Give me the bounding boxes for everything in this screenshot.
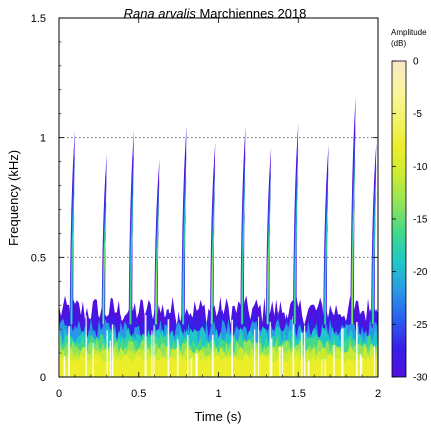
call-streak [350, 97, 356, 325]
chart-title-species: Rana arvalis [124, 6, 197, 21]
colorbar-unit: (dB) [391, 39, 406, 48]
call-streak [210, 142, 216, 325]
y-axis: 0 0.5 1 1.5 [31, 13, 378, 384]
call-streak [128, 130, 134, 325]
chart-title-location: Marchiennes 2018 [196, 6, 307, 21]
y-tick-label: 1 [40, 133, 46, 145]
x-axis: 0 0.5 1 1.5 2 [56, 18, 381, 400]
colorbar-tick-label: 0 [413, 57, 419, 68]
x-tick-label: 1 [215, 388, 221, 400]
y-tick-label: 1.5 [31, 13, 46, 25]
x-tick-label: 1.5 [291, 388, 306, 400]
x-tick-label: 0 [56, 388, 62, 400]
colorbar-tick-label: -25 [413, 320, 428, 331]
y-axis-label: Frequency (kHz) [6, 150, 21, 246]
chart-title: Rana arvalis Marchiennes 2018 [124, 6, 307, 21]
reference-lines [59, 137, 378, 258]
colorbar-label: Amplitude [391, 28, 427, 37]
call-streak [240, 125, 246, 325]
call-streak [101, 154, 107, 325]
y-tick-label: 0.5 [31, 252, 46, 264]
y-tick-label: 0 [40, 372, 46, 384]
colorbar-tick-label: -15 [413, 215, 428, 226]
call-streaks [69, 97, 377, 325]
call-streak [323, 144, 329, 325]
colorbar-tick-label: -20 [413, 267, 428, 278]
noise-band [59, 295, 378, 377]
colorbar-ticks: 0 -5 -10 -15 -20 -25 -30 [392, 57, 428, 384]
call-streak [371, 142, 377, 325]
call-streak [154, 159, 160, 325]
x-axis-label: Time (s) [194, 409, 241, 424]
colorbar-tick-label: -30 [413, 373, 428, 384]
call-streak [69, 130, 75, 325]
call-streak [293, 123, 299, 325]
x-tick-label: 2 [375, 388, 381, 400]
x-tick-label: 0.5 [131, 388, 146, 400]
noise-contour [59, 354, 378, 377]
colorbar-tick-label: -10 [413, 162, 428, 173]
call-streak [181, 125, 187, 325]
call-streak [265, 147, 272, 325]
colorbar-tick-label: -5 [413, 109, 422, 120]
